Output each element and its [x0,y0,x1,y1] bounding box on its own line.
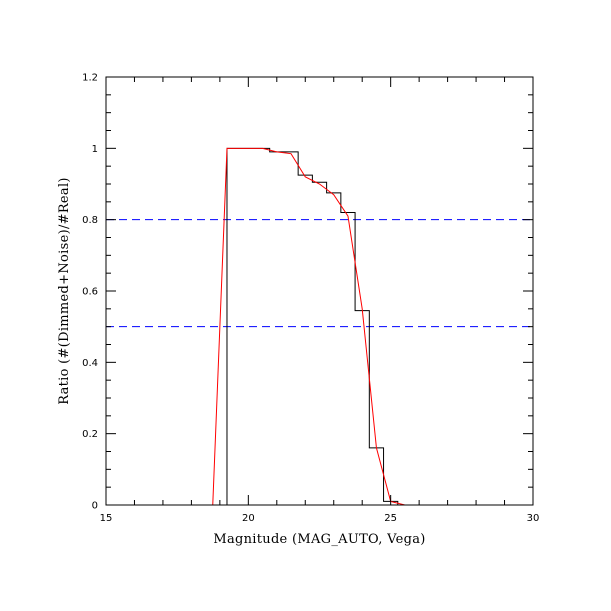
x-tick-label: 15 [100,513,113,524]
x-tick-label: 20 [242,513,255,524]
x-axis-label: Magnitude (MAG_AUTO, Vega) [213,532,425,547]
axis-tick-labels: 15 20 25 30 0 0.2 0.4 0.6 0.8 1 1.2 [82,73,539,525]
y-tick-label: 0.2 [82,429,98,440]
plot-frame [105,76,534,506]
y-tick-label: 0.4 [82,358,98,369]
y-tick-label: 1.2 [82,73,98,84]
y-tick-label: 1 [92,144,98,155]
y-tick-label: 0.6 [82,287,98,298]
fit-line-series [212,147,533,506]
y-tick-label: 0 [92,501,98,512]
axis-ticks [105,76,534,506]
series-layer [212,147,533,506]
y-tick-label: 0.8 [82,215,98,226]
x-tick-label: 30 [527,513,540,524]
x-tick-label: 25 [384,513,397,524]
reference-lines [106,219,533,328]
y-axis-label: Ratio (#(Dimmed+Noise)/#Real) [57,177,72,405]
